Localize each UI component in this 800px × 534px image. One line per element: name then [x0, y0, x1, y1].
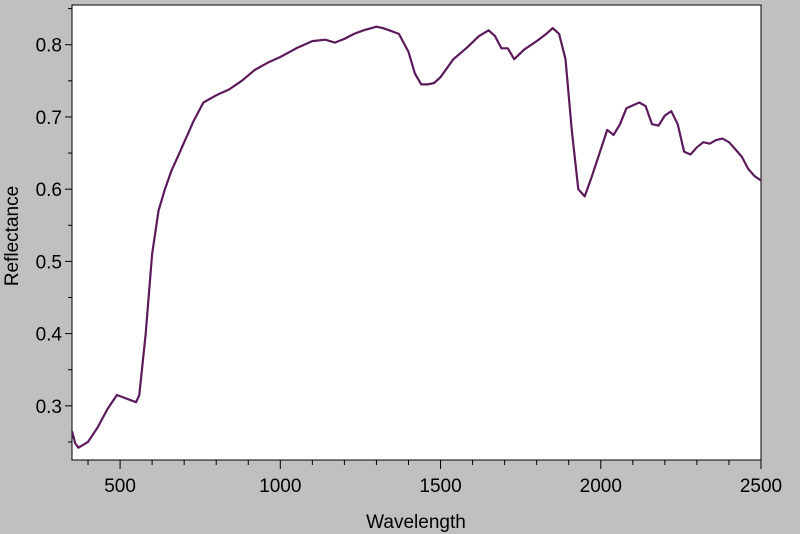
x-tick-label: 2000 [580, 476, 622, 497]
y-tick-label: 0.7 [36, 108, 62, 129]
plot-area [71, 4, 762, 461]
y-axis: 0.3 0.4 0.5 0.6 0.7 0.8 [36, 8, 72, 443]
reflectance-series-line [70, 25, 762, 449]
x-tick-label: 500 [104, 476, 136, 497]
y-tick-label: 0.8 [36, 36, 62, 57]
y-tick-label: 0.4 [36, 325, 63, 346]
y-tick-label: 0.6 [36, 180, 62, 201]
x-tick-label: 1000 [259, 476, 301, 497]
x-tick-label: 2500 [740, 476, 782, 497]
x-axis: 500 1000 1500 2000 2500 [87, 460, 782, 497]
y-tick-label: 0.5 [36, 252, 62, 273]
x-tick-label: 1500 [419, 476, 461, 497]
y-tick-label: 0.3 [36, 397, 62, 418]
x-axis-label: Wavelength [366, 512, 466, 533]
y-axis-label: Reflectance [2, 186, 23, 286]
